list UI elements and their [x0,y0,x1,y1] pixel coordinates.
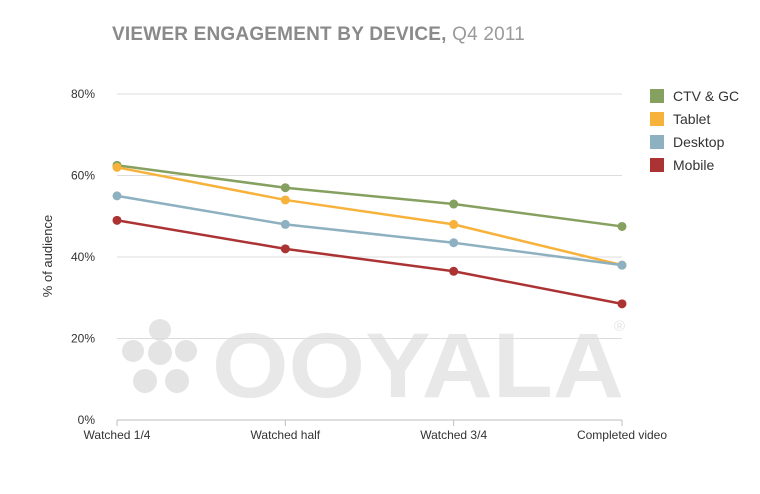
data-point [449,199,459,209]
legend-label: CTV & GC [673,88,739,104]
watermark-dot [165,369,189,393]
data-point [112,215,122,225]
data-point [449,238,459,248]
legend-swatch [650,135,664,149]
y-axis-label: % of audience [40,215,55,297]
data-point [449,266,459,276]
data-point [617,221,627,231]
series-line [116,194,623,267]
x-tick-label: Watched half [251,428,321,442]
y-tick-label: 20% [71,332,95,346]
x-tick-label: Completed video [577,428,667,442]
data-point [280,244,290,254]
data-point [280,195,290,205]
chart-title-sub: Q4 2011 [452,24,526,45]
legend-label: Desktop [673,134,725,150]
y-tick-label: 0% [78,413,96,427]
legend-swatch [650,158,664,172]
chart-title-main: VIEWER ENGAGEMENT BY DEVICE, [112,24,447,45]
y-tick-label: 80% [71,87,95,101]
legend: CTV & GC Tablet Desktop Mobile [650,88,739,173]
x-tick-label: Watched 1/4 [84,428,151,442]
data-point [280,219,290,229]
legend-swatch [650,89,664,103]
data-point [617,260,627,270]
legend-label: Tablet [673,111,710,127]
data-point [449,219,459,229]
series-line [116,164,623,228]
x-tick-label: Watched 3/4 [420,428,487,442]
y-axis-ticks: 0% 20% 40% 60% 80% [71,87,95,427]
series-lines [112,160,627,309]
watermark-wordmark: OOYALA [212,315,624,417]
legend-label: Mobile [673,157,714,173]
watermark-registered-mark: ® [614,318,625,335]
watermark-dot [133,369,157,393]
legend-swatch [650,112,664,126]
watermark-dot [175,340,197,362]
series-line [116,219,623,306]
watermark-dot [148,341,172,365]
series-line [116,166,623,267]
data-point [280,183,290,193]
data-point [112,191,122,201]
data-point [617,299,627,309]
x-axis-ticks: Watched 1/4 Watched half Watched 3/4 Comple… [84,420,667,442]
data-point [112,162,122,172]
chart-title: VIEWER ENGAGEMENT BY DEVICE, Q4 2011 [112,24,525,46]
ooyala-watermark: OOYALA ® [122,315,625,417]
watermark-dot [122,340,144,362]
y-tick-label: 40% [71,250,95,264]
y-tick-label: 60% [71,169,95,183]
watermark-dot [149,319,171,341]
